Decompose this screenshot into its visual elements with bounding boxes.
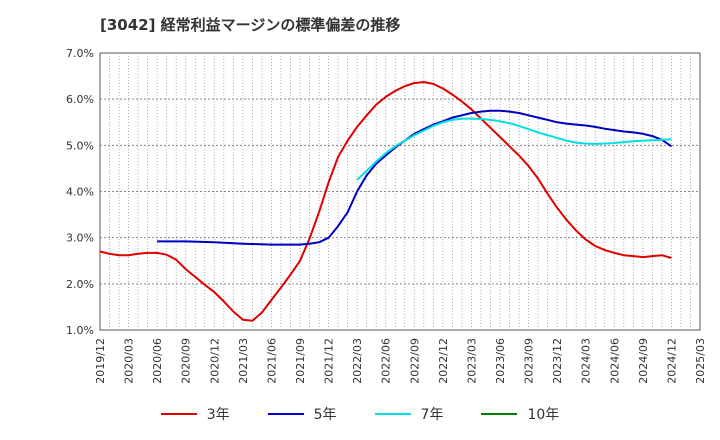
axes: 1.0% 2.0% 3.0% 4.0% 5.0% 6.0% 7.0% 2019/12 2020/… [66,47,707,384]
x-tick-label: 2023/12 [551,338,564,384]
legend-item: 5年 [267,404,337,424]
line-chart: 1.0% 2.0% 3.0% 4.0% 5.0% 6.0% 7.0% 2019/12 2020/… [66,47,707,384]
x-tick-label: 2021/12 [323,338,336,384]
x-tick-label: 2021/09 [294,338,307,384]
y-tick-label: 6.0% [66,93,94,106]
legend-swatch [160,413,197,415]
x-tick-label: 2024/03 [580,338,593,384]
x-tick-label: 2023/03 [465,338,478,384]
x-tick-label: 2023/06 [494,338,507,384]
x-tick-label: 2021/03 [237,338,250,384]
legend-item: 7年 [374,404,444,424]
legend-label: 10年 [527,407,560,423]
legend-item: 3年 [160,404,230,424]
x-tick-label: 2022/06 [380,338,393,384]
x-tick-label: 2024/12 [665,338,678,384]
x-tick-label: 2022/12 [437,338,450,384]
x-tick-label: 2020/06 [151,338,164,384]
x-tick-label: 2022/09 [408,338,421,384]
series-line-3年 [99,81,672,322]
y-tick-label: 2.0% [66,278,94,291]
y-tick-label: 4.0% [66,186,94,199]
x-tick-label: 2020/03 [123,338,136,384]
legend-label: 7年 [420,407,444,423]
legend-swatch [481,413,518,415]
x-tick-label: 2022/03 [351,338,364,384]
legend-swatch [267,413,304,415]
x-tick-label: 2025/03 [694,338,707,384]
y-tick-label: 7.0% [66,47,94,60]
legend-swatch [374,413,411,415]
x-tick-label: 2020/12 [208,338,221,384]
series-lines [99,81,672,322]
y-tick-label: 5.0% [66,139,94,152]
legend-item: 10年 [481,404,559,424]
legend-label: 3年 [206,407,230,423]
series-line-5年 [157,109,672,246]
x-tick-label: 2021/06 [265,338,278,384]
grid [99,52,701,331]
x-tick-label: 2020/09 [180,338,193,384]
x-tick-label: 2023/09 [523,338,536,384]
y-tick-label: 1.0% [66,324,94,337]
x-tick-label: 2024/06 [608,338,621,384]
series-line-7年 [356,117,672,181]
x-tick-label: 2024/09 [637,338,650,384]
y-tick-label: 3.0% [66,232,94,245]
legend-label: 5年 [313,407,337,423]
x-tick-label: 2019/12 [94,338,107,384]
chart-title: [3042] 経常利益マージンの標準偏差の推移 [100,16,401,34]
legend: 3年 5年 7年 10年 [0,404,720,424]
